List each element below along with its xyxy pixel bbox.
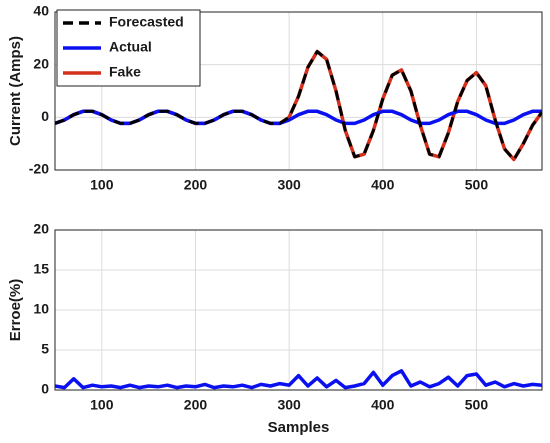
legend-label: Forecasted (109, 14, 184, 30)
legend-label: Actual (109, 39, 152, 55)
y-tick-label: 0 (41, 381, 49, 397)
x-tick-label: 500 (465, 177, 489, 193)
y-axis-label: Current (Amps) (7, 36, 24, 146)
y-tick-label: 20 (33, 221, 49, 237)
legend-label: Fake (109, 64, 141, 80)
data-line (55, 369, 542, 390)
data-line (55, 50, 542, 161)
y-axis-label: Erroe(%) (7, 279, 24, 342)
y-tick-label: -20 (29, 161, 49, 177)
x-axis-label: Samples (268, 419, 330, 436)
x-tick-label: 200 (184, 177, 208, 193)
x-tick-label: 400 (371, 397, 395, 413)
x-tick-label: 300 (277, 177, 301, 193)
x-tick-label: 500 (465, 397, 489, 413)
y-tick-label: 15 (33, 261, 49, 277)
x-tick-label: 200 (184, 397, 208, 413)
axes-frame (54, 11, 543, 171)
x-tick-label: 100 (90, 397, 114, 413)
legend: Forecasted Actual Fake (56, 9, 201, 87)
axes-frame (54, 229, 543, 391)
x-tick-label: 300 (277, 397, 301, 413)
x-tick-label: 100 (90, 177, 114, 193)
y-tick-label: 10 (33, 301, 49, 317)
x-tick-label: 400 (371, 177, 395, 193)
y-tick-label: 0 (41, 108, 49, 124)
y-tick-label: 5 (41, 341, 49, 357)
y-tick-label: 20 (33, 55, 49, 71)
y-tick-label: 40 (33, 3, 49, 19)
